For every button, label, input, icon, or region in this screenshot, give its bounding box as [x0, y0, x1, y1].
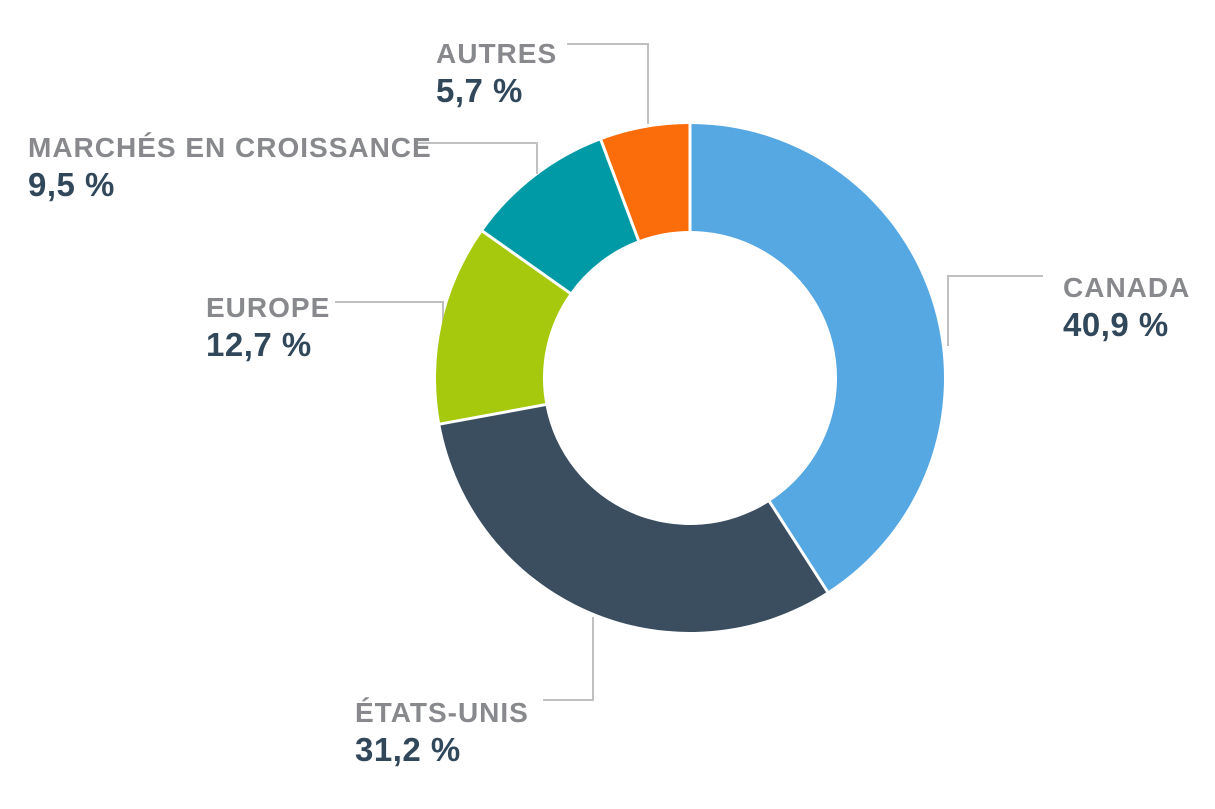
slice-value: 12,7 %	[206, 326, 312, 363]
slice-value: 5,7 %	[436, 72, 523, 109]
slice-label: ÉTATS-UNIS	[355, 697, 529, 728]
segment-marches-en-croissance	[482, 140, 639, 294]
segment-separator	[480, 229, 572, 295]
segment-etats-unis	[440, 404, 828, 632]
leader-line-autres	[567, 43, 649, 124]
slice-value: 31,2 %	[355, 731, 461, 768]
slice-callout-marches-en-croissance: MARCHÉS EN CROISSANCE 9,5 %	[28, 132, 432, 203]
slice-value: 9,5 %	[28, 166, 115, 203]
slice-callout-autres: AUTRES 5,7 %	[436, 38, 558, 109]
slice-value: 40,9 %	[1063, 306, 1169, 343]
segment-separator	[599, 138, 641, 242]
segment-autres	[600, 124, 690, 241]
leader-line-europe	[335, 301, 444, 346]
leader-line-marches-en-croissance	[418, 142, 538, 174]
slice-callout-etats-unis: ÉTATS-UNIS 31,2 %	[355, 697, 529, 768]
slice-callout-canada: CANADA 40,9 %	[1063, 272, 1191, 343]
slice-callout-europe: EUROPE 12,7 %	[206, 292, 331, 363]
slice-label: CANADA	[1063, 272, 1191, 303]
donut-segments	[436, 123, 944, 632]
segment-separator	[438, 402, 547, 426]
segment-europe	[436, 231, 570, 425]
leader-line-etats-unis	[543, 617, 594, 701]
segment-canada	[690, 124, 944, 592]
leader-line-canada	[947, 275, 1043, 346]
slice-label: AUTRES	[436, 38, 558, 69]
segment-separator	[767, 499, 830, 594]
slice-label: EUROPE	[206, 292, 331, 323]
slice-label: MARCHÉS EN CROISSANCE	[28, 132, 432, 163]
